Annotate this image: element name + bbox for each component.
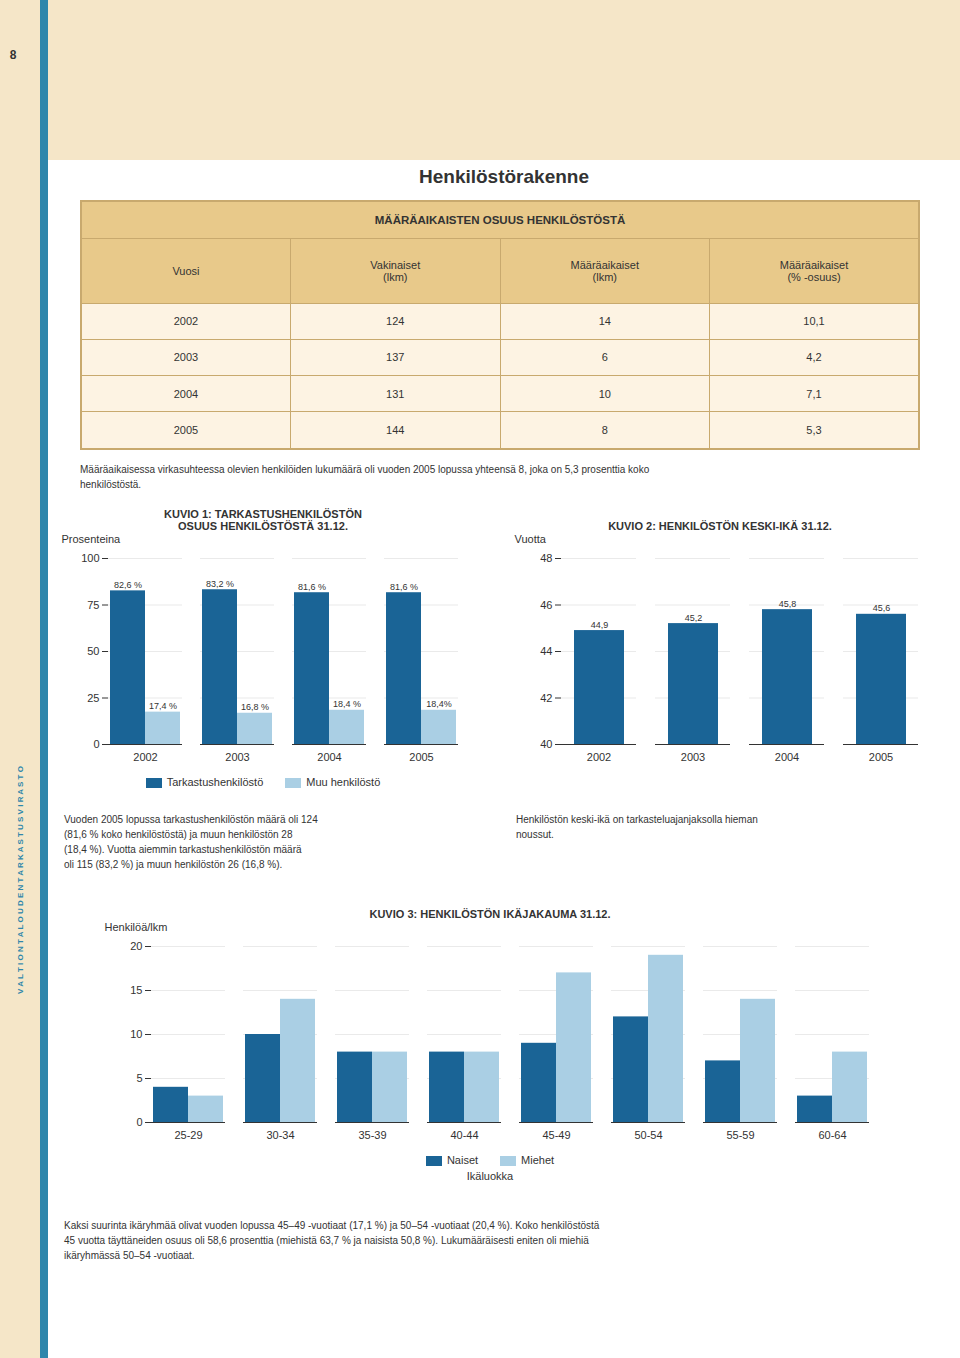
svg-text:2003: 2003 bbox=[225, 751, 249, 763]
html-text:10: 10 bbox=[598, 387, 611, 400]
html-text:131: 131 bbox=[386, 387, 405, 400]
html-text:Määräaikaiset (lkm): Määräaikaiset (lkm) bbox=[570, 258, 639, 283]
html-text:124: 124 bbox=[386, 315, 405, 328]
svg-text:Vuotta: Vuotta bbox=[515, 533, 547, 545]
svg-text:0: 0 bbox=[136, 1116, 142, 1128]
html-text:Kaksi suurinta ikäryhmää oliva: Kaksi suurinta ikäryhmää olivat vuoden l… bbox=[64, 1220, 600, 1261]
svg-text:2004: 2004 bbox=[775, 751, 799, 763]
html-text:6: 6 bbox=[601, 351, 608, 364]
html-text:2005: 2005 bbox=[173, 424, 199, 437]
html-text:10,1: 10,1 bbox=[803, 315, 825, 328]
html-text:Henkilöstön keski-ikä on tarka: Henkilöstön keski-ikä on tarkasteluajanj… bbox=[516, 814, 758, 840]
svg-text:15: 15 bbox=[130, 984, 142, 996]
html-text:Tarkastushenkilöstö: Tarkastushenkilöstö bbox=[166, 776, 264, 788]
svg-text:0: 0 bbox=[93, 738, 99, 750]
svg-text:42: 42 bbox=[540, 692, 552, 704]
svg-text:10: 10 bbox=[130, 1028, 142, 1040]
html-text:7,1: 7,1 bbox=[806, 387, 822, 400]
svg-text:25: 25 bbox=[87, 692, 99, 704]
svg-text:25-29: 25-29 bbox=[174, 1129, 202, 1141]
html-text:Määräaikaiset (% -osuus): Määräaikaiset (% -osuus) bbox=[779, 258, 849, 283]
html-text:Vuoden 2005 lopussa tarkastush: Vuoden 2005 lopussa tarkastushenkilöstön… bbox=[64, 814, 318, 870]
svg-text:81,6 %: 81,6 % bbox=[298, 582, 326, 592]
svg-text:20: 20 bbox=[130, 940, 142, 952]
svg-text:45,8: 45,8 bbox=[779, 599, 797, 609]
svg-text:45,2: 45,2 bbox=[685, 613, 703, 623]
html-text:KUVIO 2: HENKILÖSTÖN KESKI-IKÄ: KUVIO 2: HENKILÖSTÖN KESKI-IKÄ 31.12. bbox=[608, 520, 832, 532]
svg-text:2002: 2002 bbox=[133, 751, 157, 763]
svg-text:75: 75 bbox=[87, 599, 99, 611]
svg-text:18,4%: 18,4% bbox=[426, 699, 452, 709]
svg-text:50-54: 50-54 bbox=[634, 1129, 662, 1141]
html-text:KUVIO 3: HENKILÖSTÖN IKÄJAKAUM: KUVIO 3: HENKILÖSTÖN IKÄJAKAUMA 31.12. bbox=[369, 908, 611, 920]
svg-text:81,6 %: 81,6 % bbox=[390, 582, 418, 592]
svg-text:45,6: 45,6 bbox=[873, 603, 891, 613]
svg-text:2005: 2005 bbox=[409, 751, 433, 763]
svg-text:44: 44 bbox=[540, 645, 552, 657]
svg-text:Prosenteina: Prosenteina bbox=[62, 533, 122, 545]
svg-text:44,9: 44,9 bbox=[591, 620, 609, 630]
svg-text:2003: 2003 bbox=[681, 751, 705, 763]
svg-text:35-39: 35-39 bbox=[358, 1129, 386, 1141]
html-text:8: 8 bbox=[601, 424, 608, 437]
html-text:KUVIO 1: TARKASTUSHENKILÖSTÖN: KUVIO 1: TARKASTUSHENKILÖSTÖN OSUUS HENK… bbox=[164, 508, 362, 532]
html-text:2002: 2002 bbox=[173, 315, 199, 328]
svg-text:60-64: 60-64 bbox=[818, 1129, 846, 1141]
svg-text:45-49: 45-49 bbox=[542, 1129, 570, 1141]
html-text:Naiset: Naiset bbox=[446, 1154, 479, 1166]
svg-text:46: 46 bbox=[540, 599, 552, 611]
svg-text:Henkilöä/lkm: Henkilöä/lkm bbox=[105, 921, 168, 933]
html-text:137: 137 bbox=[386, 351, 405, 364]
svg-text:2002: 2002 bbox=[587, 751, 611, 763]
svg-text:2004: 2004 bbox=[317, 751, 341, 763]
html-text:Miehet: Miehet bbox=[521, 1154, 555, 1166]
svg-text:40-44: 40-44 bbox=[450, 1129, 478, 1141]
html-text:Ikäluokka: Ikäluokka bbox=[466, 1170, 514, 1183]
html-text:Määräaikaisessa virkasuhteessa: Määräaikaisessa virkasuhteessa olevien h… bbox=[80, 464, 650, 490]
html-text:2003: 2003 bbox=[173, 351, 199, 364]
html-text:2004: 2004 bbox=[173, 387, 199, 400]
svg-text:83,2 %: 83,2 % bbox=[206, 579, 234, 589]
html-text:Muu henkilöstö: Muu henkilöstö bbox=[306, 776, 381, 788]
html-text:Vakinaiset (lkm): Vakinaiset (lkm) bbox=[370, 258, 421, 283]
svg-text:40: 40 bbox=[540, 738, 552, 750]
svg-text:48: 48 bbox=[540, 552, 552, 564]
html-text:4,2: 4,2 bbox=[806, 351, 822, 364]
svg-text:55-59: 55-59 bbox=[726, 1129, 754, 1141]
html-text:Vuosi: Vuosi bbox=[172, 264, 200, 277]
svg-text:30-34: 30-34 bbox=[266, 1129, 294, 1141]
svg-text:16,8 %: 16,8 % bbox=[241, 702, 269, 712]
svg-text:17,4 %: 17,4 % bbox=[149, 701, 177, 711]
svg-text:5: 5 bbox=[136, 1072, 142, 1084]
svg-text:100: 100 bbox=[81, 552, 99, 564]
html-text:14: 14 bbox=[598, 315, 611, 328]
svg-text:50: 50 bbox=[87, 645, 99, 657]
html-text:MÄÄRÄAIKAISTEN OSUUS HENKILÖST: MÄÄRÄAIKAISTEN OSUUS HENKILÖSTÖSTÄ bbox=[374, 213, 626, 226]
svg-text:82,6 %: 82,6 % bbox=[114, 580, 142, 590]
svg-text:2005: 2005 bbox=[869, 751, 893, 763]
svg-text:18,4 %: 18,4 % bbox=[333, 699, 361, 709]
html-text:Henkilöstörakenne: Henkilöstörakenne bbox=[419, 166, 589, 187]
html-text:V A L T I O N T A L O U D E N: V A L T I O N T A L O U D E N T A R K A … bbox=[15, 766, 25, 994]
html-text:5,3: 5,3 bbox=[806, 424, 822, 437]
html-text:144: 144 bbox=[386, 424, 405, 437]
html-text:8: 8 bbox=[9, 48, 17, 62]
